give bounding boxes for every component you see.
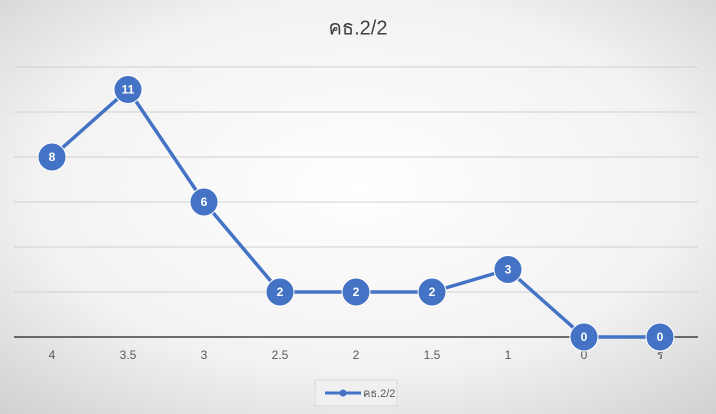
legend-label: คธ.2/2 [363,388,395,400]
marker [569,322,599,352]
legend-marker [339,389,347,397]
data-label: 0 [657,330,664,344]
marker [189,187,219,217]
x-tick-label: ร [657,348,664,362]
data-label: 6 [201,195,208,209]
marker [417,277,447,307]
marker [265,277,295,307]
data-label: 2 [429,285,436,299]
marker [493,255,523,284]
marker [113,75,143,104]
data-label: 3 [505,263,512,277]
x-tick-label: 0 [581,348,588,362]
x-tick-label: 2 [353,348,360,362]
x-tick-label: 1 [505,348,512,362]
data-label: 11 [122,83,135,97]
marker [341,277,371,307]
data-label: 0 [581,330,588,344]
x-tick-label: 2.5 [272,348,289,362]
data-label: 2 [353,285,360,299]
x-tick-label: 4 [49,348,56,362]
chart-title: คธ.2/2 [329,17,388,39]
x-tick-label: 3 [201,348,208,362]
marker [645,322,675,352]
data-label: 2 [277,285,284,299]
marker [37,142,67,172]
x-tick-label: 3.5 [120,348,137,362]
data-label: 8 [49,150,56,164]
x-tick-label: 1.5 [424,348,441,362]
